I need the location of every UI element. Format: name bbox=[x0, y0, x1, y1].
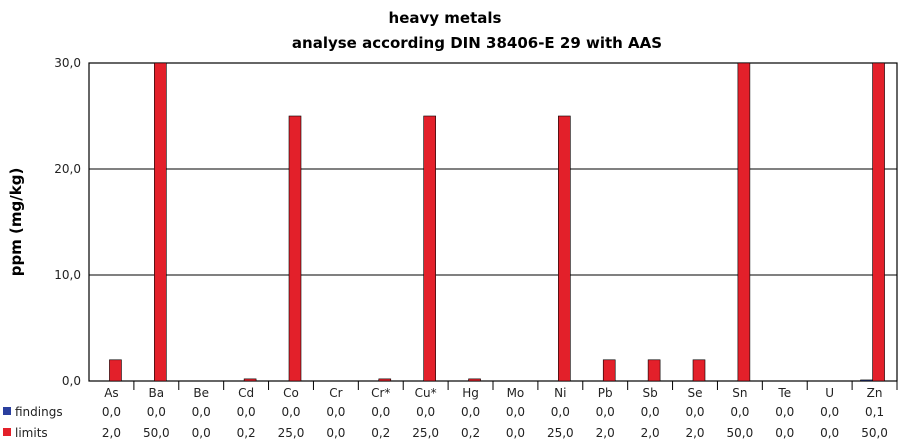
bar-limits bbox=[109, 359, 122, 382]
legend-label-limits: limits bbox=[15, 426, 48, 440]
bar-limits bbox=[558, 115, 571, 382]
category-label: Se bbox=[688, 386, 703, 400]
table-cell-findings: 0,0 bbox=[237, 405, 256, 419]
category-label: Be bbox=[193, 386, 209, 400]
table-cell-findings: 0,0 bbox=[775, 405, 794, 419]
table-cell-limits: 50,0 bbox=[727, 426, 754, 440]
table-cell-limits: 50,0 bbox=[861, 426, 888, 440]
table-cell-limits: 0,0 bbox=[820, 426, 839, 440]
category-label: Cr* bbox=[371, 386, 390, 400]
table-cell-limits: 0,2 bbox=[237, 426, 256, 440]
category-label: Cd bbox=[238, 386, 254, 400]
category-label: Cu* bbox=[415, 386, 437, 400]
table-cell-limits: 50,0 bbox=[143, 426, 170, 440]
chart-title-line-2: analyse according DIN 38406-E 29 with AA… bbox=[292, 34, 662, 52]
category-label: Sb bbox=[642, 386, 657, 400]
bar-limits bbox=[692, 359, 706, 382]
category-label: Ni bbox=[554, 386, 566, 400]
table-cell-limits: 2,0 bbox=[596, 426, 615, 440]
y-tick-label: 30,0 bbox=[54, 56, 81, 70]
table-cell-findings: 0,0 bbox=[506, 405, 525, 419]
bar-limits bbox=[872, 62, 885, 382]
table-cell-limits: 2,0 bbox=[102, 426, 121, 440]
table-cell-limits: 25,0 bbox=[547, 426, 574, 440]
bar-limits bbox=[602, 359, 616, 382]
table-cell-limits: 0,0 bbox=[192, 426, 211, 440]
table-cell-limits: 0,0 bbox=[506, 426, 525, 440]
category-label: Ba bbox=[149, 386, 165, 400]
y-tick-label: 10,0 bbox=[54, 268, 81, 282]
table-cell-findings: 0,0 bbox=[371, 405, 390, 419]
table-cell-findings: 0,0 bbox=[416, 405, 435, 419]
bar-limits bbox=[288, 115, 302, 382]
category-label: Cr bbox=[329, 386, 342, 400]
table-cell-findings: 0,0 bbox=[147, 405, 166, 419]
bar-limits bbox=[647, 359, 661, 382]
table-cell-limits: 25,0 bbox=[278, 426, 305, 440]
table-cell-findings: 0,0 bbox=[461, 405, 480, 419]
table-cell-findings: 0,0 bbox=[551, 405, 570, 419]
bar-limits bbox=[378, 378, 392, 382]
table-cell-limits: 0,2 bbox=[371, 426, 390, 440]
table-cell-findings: 0,0 bbox=[685, 405, 704, 419]
category-label: Zn bbox=[867, 386, 883, 400]
table-cell-limits: 0,0 bbox=[326, 426, 345, 440]
y-axis-label: ppm (mg/kg) bbox=[7, 168, 25, 277]
category-label: Pb bbox=[598, 386, 613, 400]
y-tick-label: 20,0 bbox=[54, 162, 81, 176]
category-label: Sn bbox=[732, 386, 747, 400]
bar-limits bbox=[243, 378, 257, 382]
chart-title-line-1: heavy metals bbox=[389, 9, 502, 27]
table-cell-findings: 0,0 bbox=[281, 405, 300, 419]
bar-limits bbox=[737, 62, 751, 382]
data-table: As Ba Be Cd Co Cr Cr* Cu* Hg Mo Ni Pb Sb Se Sn Te U Zn fin… bbox=[3, 381, 898, 440]
category-label: Te bbox=[777, 386, 791, 400]
legend-label-findings: findings bbox=[15, 405, 63, 419]
plot-area: 0,0 10,0 20,0 30,0 bbox=[54, 56, 898, 388]
bar-limits bbox=[423, 115, 436, 382]
bar-limits bbox=[154, 62, 167, 382]
table-cell-limits: 0,2 bbox=[461, 426, 480, 440]
table-cell-limits: 0,0 bbox=[775, 426, 794, 440]
table-cell-limits: 25,0 bbox=[412, 426, 439, 440]
table-cell-findings: 0,1 bbox=[865, 405, 884, 419]
bar-findings bbox=[860, 379, 873, 382]
table-cell-findings: 0,0 bbox=[820, 405, 839, 419]
category-label: As bbox=[104, 386, 118, 400]
bar-limits bbox=[468, 378, 481, 382]
legend-swatch-limits bbox=[3, 428, 11, 436]
category-label: U bbox=[825, 386, 834, 400]
legend-swatch-findings bbox=[3, 407, 11, 415]
table-cell-findings: 0,0 bbox=[730, 405, 749, 419]
table-cell-findings: 0,0 bbox=[596, 405, 615, 419]
y-tick-label: 0,0 bbox=[62, 374, 81, 388]
table-cell-limits: 2,0 bbox=[641, 426, 660, 440]
table-cell-findings: 0,0 bbox=[192, 405, 211, 419]
table-cell-limits: 2,0 bbox=[685, 426, 704, 440]
table-cell-findings: 0,0 bbox=[102, 405, 121, 419]
table-cell-findings: 0,0 bbox=[326, 405, 345, 419]
plot-frame bbox=[88, 62, 898, 382]
category-label: Mo bbox=[507, 386, 525, 400]
category-label: Co bbox=[283, 386, 299, 400]
table-cell-findings: 0,0 bbox=[641, 405, 660, 419]
category-label: Hg bbox=[462, 386, 479, 400]
